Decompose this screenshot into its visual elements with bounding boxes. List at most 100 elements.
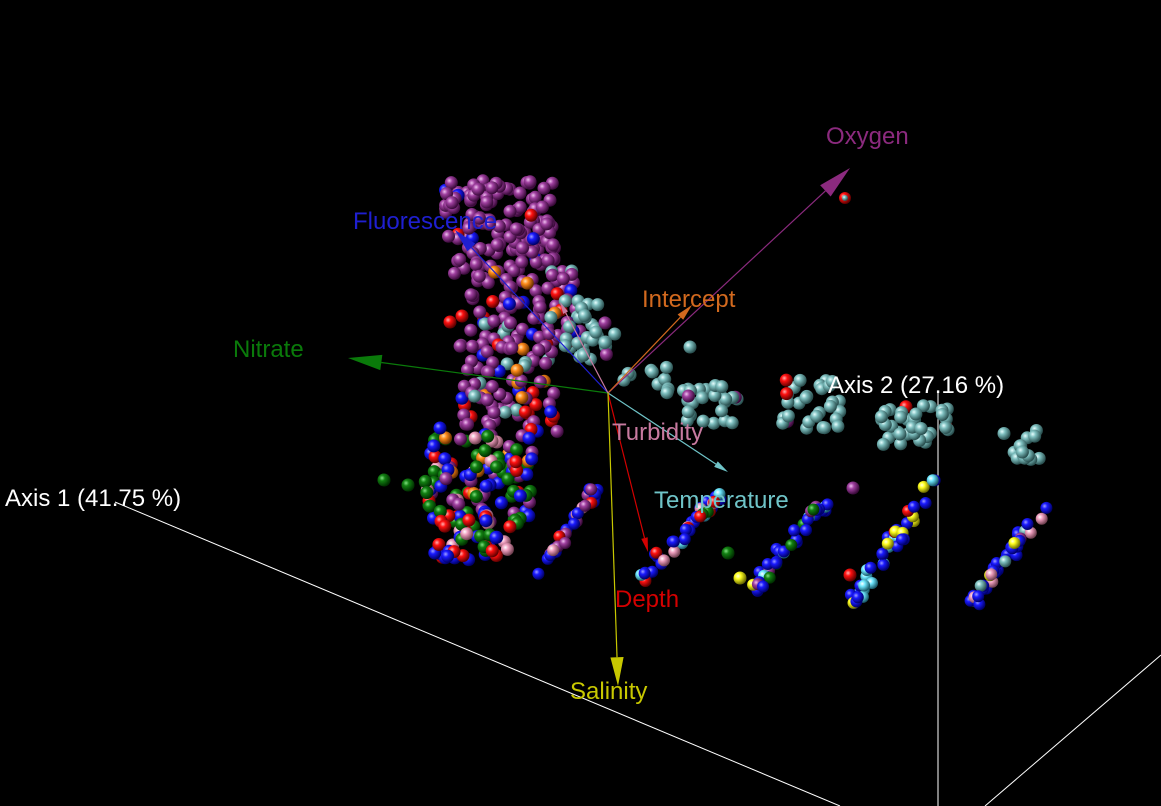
point-purple bbox=[482, 217, 496, 231]
point-teal bbox=[608, 327, 622, 341]
point-blue bbox=[667, 535, 680, 548]
point-purple bbox=[509, 222, 523, 236]
point-purple bbox=[681, 389, 695, 403]
point-purple bbox=[542, 327, 556, 341]
axis-1-line bbox=[114, 501, 841, 806]
point-purple bbox=[480, 195, 494, 209]
point-teal bbox=[1015, 445, 1029, 459]
point-blue bbox=[864, 561, 877, 574]
point-yellow bbox=[881, 537, 894, 550]
point-teal bbox=[617, 373, 631, 387]
point-purple bbox=[515, 322, 529, 336]
point-blue bbox=[972, 590, 985, 603]
point-purple bbox=[480, 393, 494, 407]
point-yellow bbox=[917, 480, 930, 493]
point-purple bbox=[481, 276, 495, 290]
point-blue bbox=[757, 580, 769, 593]
point-orange bbox=[516, 342, 530, 356]
point-purple bbox=[482, 365, 496, 379]
point-teal bbox=[725, 416, 739, 430]
point-blue bbox=[479, 479, 493, 493]
point-pink bbox=[460, 527, 474, 541]
point-blue bbox=[502, 297, 516, 311]
point-purple bbox=[525, 245, 539, 259]
point-teal bbox=[660, 386, 674, 400]
point-red bbox=[432, 538, 446, 551]
point-teal bbox=[683, 340, 697, 354]
point-purple bbox=[487, 406, 501, 419]
point-red bbox=[455, 309, 469, 323]
point-teal bbox=[831, 419, 845, 433]
point-teal bbox=[997, 427, 1011, 440]
point-teal bbox=[825, 375, 839, 388]
point-orange bbox=[510, 363, 524, 377]
point-teal bbox=[894, 437, 908, 451]
vector-turbidity-arrowhead bbox=[560, 302, 569, 314]
point-purple bbox=[540, 217, 554, 231]
point-red bbox=[779, 373, 793, 387]
point-green bbox=[423, 499, 437, 513]
point-green bbox=[785, 539, 798, 551]
point-teal bbox=[876, 437, 890, 451]
point-purple bbox=[469, 257, 483, 271]
point-green bbox=[377, 473, 391, 487]
point-blue bbox=[513, 489, 527, 503]
point-red bbox=[843, 568, 857, 582]
vector-label-turbidity: Turbidity bbox=[612, 419, 703, 446]
point-green bbox=[481, 429, 495, 443]
vector-label-temperature: Temperature bbox=[654, 487, 789, 514]
vector-fluorescence-arrowhead bbox=[455, 230, 476, 252]
point-purple bbox=[480, 345, 494, 359]
point-orange bbox=[439, 431, 452, 445]
point-teal bbox=[719, 392, 733, 406]
point-purple bbox=[541, 254, 555, 267]
point-green bbox=[401, 478, 415, 492]
point-red bbox=[486, 295, 500, 308]
point-orange bbox=[515, 391, 529, 404]
point-purple bbox=[529, 284, 543, 298]
point-purple bbox=[513, 186, 527, 200]
point-red bbox=[518, 405, 532, 419]
vector-salinity-arrowhead bbox=[610, 656, 624, 686]
vector-oxygen-line bbox=[607, 190, 826, 394]
point-pink bbox=[668, 545, 681, 558]
point-purple bbox=[490, 238, 504, 252]
point-purple bbox=[462, 221, 476, 235]
point-purple bbox=[533, 300, 547, 314]
point-teal bbox=[578, 309, 591, 322]
point-blue bbox=[522, 431, 536, 445]
point-purple bbox=[846, 481, 860, 495]
point-purple bbox=[505, 341, 519, 355]
point-teal bbox=[715, 404, 729, 418]
point-blue bbox=[800, 524, 812, 537]
point-purple bbox=[539, 356, 553, 370]
vector-label-fluorescence: Fluorescence bbox=[353, 208, 497, 235]
scatter-points bbox=[377, 174, 1053, 611]
point-blue bbox=[479, 514, 493, 528]
point-purple bbox=[472, 211, 486, 225]
point-teal bbox=[571, 336, 585, 350]
point-purple bbox=[528, 190, 542, 204]
point-blue bbox=[433, 421, 447, 435]
point-pink bbox=[985, 568, 998, 581]
point-teal bbox=[715, 380, 729, 394]
point-blue bbox=[526, 232, 540, 246]
point-green bbox=[510, 443, 524, 457]
point-teal bbox=[810, 409, 824, 423]
point-teal bbox=[558, 294, 572, 308]
point-purple bbox=[453, 252, 467, 266]
point-teal bbox=[799, 391, 813, 405]
point-purple bbox=[545, 268, 559, 282]
point-purple bbox=[485, 380, 499, 393]
axis-labels: Axis 1 (41.75 %) Axis 2 (27.16 %) bbox=[5, 372, 1004, 512]
point-red bbox=[780, 387, 794, 401]
point-teal bbox=[696, 414, 710, 428]
point-red bbox=[529, 398, 543, 412]
vector-salinity-line bbox=[607, 392, 618, 658]
point-purple bbox=[454, 432, 467, 446]
point-green bbox=[427, 465, 441, 479]
axis-3-line bbox=[984, 654, 1161, 806]
point-purple bbox=[556, 272, 570, 286]
point-purple bbox=[515, 255, 529, 269]
